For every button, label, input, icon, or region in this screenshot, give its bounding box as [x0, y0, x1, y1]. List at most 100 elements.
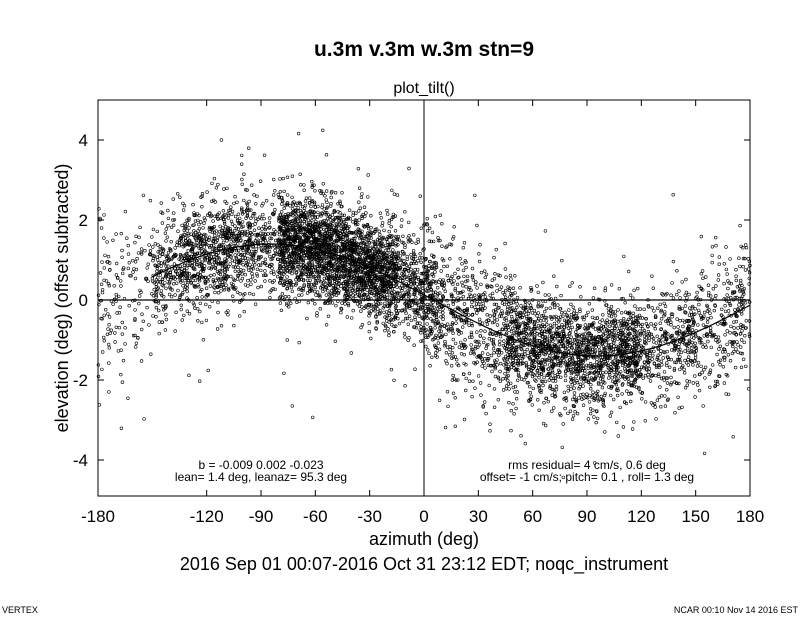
scatter-point — [597, 329, 601, 333]
scatter-point — [209, 214, 213, 219]
scatter-point — [485, 322, 490, 326]
scatter-point — [653, 327, 657, 331]
scatter-point — [724, 267, 729, 272]
scatter-point — [503, 292, 507, 297]
scatter-point — [155, 269, 159, 273]
scatter-point — [450, 378, 455, 382]
scatter-point — [717, 262, 721, 266]
scatter-point — [504, 327, 508, 332]
scatter-point — [714, 243, 718, 248]
scatter-point — [461, 268, 466, 273]
scatter-point — [419, 339, 423, 343]
scatter-point — [290, 174, 295, 178]
scatter-point — [438, 309, 442, 314]
scatter-point — [541, 280, 545, 285]
scatter-point — [648, 379, 653, 383]
scatter-point — [387, 229, 391, 234]
scatter-point — [588, 387, 593, 391]
scatter-point — [252, 228, 257, 232]
scatter-point — [187, 373, 191, 377]
scatter-point — [273, 287, 277, 292]
scatter-point — [240, 162, 244, 166]
scatter-point — [711, 287, 715, 291]
scatter-point — [469, 343, 473, 347]
scatter-point — [131, 270, 135, 274]
scatter-point — [459, 352, 464, 356]
scatter-point — [618, 405, 622, 410]
scatter-point — [348, 287, 352, 291]
scatter-point — [127, 261, 132, 265]
scatter-point — [530, 403, 534, 407]
scatter-point — [606, 307, 611, 311]
scatter-point — [171, 197, 176, 201]
scatter-point — [207, 235, 212, 240]
scatter-point — [419, 226, 423, 231]
scatter-point — [544, 319, 549, 323]
scatter-point — [102, 313, 106, 318]
scatter-point — [198, 379, 202, 383]
scatter-point — [659, 327, 663, 331]
scatter-point — [607, 370, 612, 375]
scatter-point — [100, 367, 104, 372]
scatter-point — [687, 292, 691, 297]
scatter-point — [720, 350, 725, 354]
scatter-point — [662, 301, 666, 306]
scatter-point — [476, 374, 481, 378]
scatter-point — [589, 383, 593, 387]
scatter-point — [359, 325, 363, 330]
scatter-point — [610, 311, 615, 316]
scatter-point — [433, 270, 437, 274]
scatter-point — [157, 308, 161, 313]
scatter-point — [511, 402, 515, 406]
scatter-point — [128, 274, 132, 278]
scatter-point — [701, 323, 706, 327]
scatter-point — [206, 368, 210, 373]
scatter-point — [676, 325, 680, 329]
scatter-point — [444, 359, 448, 363]
scatter-point — [240, 182, 244, 187]
scatter-point — [708, 311, 712, 315]
scatter-point — [445, 273, 450, 278]
scatter-point — [401, 234, 405, 239]
scatter-point — [706, 339, 710, 344]
scatter-point — [477, 339, 481, 344]
scatter-point — [285, 268, 289, 272]
scatter-point — [465, 274, 470, 279]
scatter-point — [346, 302, 350, 306]
scatter-point — [495, 283, 499, 288]
scatter-point — [506, 378, 510, 383]
scatter-point — [233, 195, 237, 199]
scatter-point — [734, 268, 738, 272]
scatter-point — [451, 345, 455, 350]
scatter-point — [460, 262, 464, 266]
scatter-point — [718, 344, 722, 348]
scatter-point — [738, 345, 743, 349]
scatter-point — [389, 225, 393, 229]
scatter-point — [658, 302, 662, 307]
scatter-point — [486, 363, 491, 367]
scatter-point — [150, 235, 154, 239]
scatter-point — [567, 308, 571, 312]
scatter-point — [159, 289, 164, 293]
scatter-point — [343, 302, 347, 306]
scatter-point — [97, 302, 101, 307]
scatter-point — [585, 392, 589, 396]
scatter-point — [569, 387, 573, 391]
scatter-point — [133, 317, 137, 321]
scatter-point — [314, 219, 318, 224]
scatter-point — [640, 397, 644, 401]
scatter-point — [151, 294, 156, 298]
scatter-point — [710, 260, 714, 265]
scatter-point — [671, 259, 676, 264]
scatter-point — [356, 167, 361, 171]
scatter-point — [430, 230, 435, 235]
scatter-point — [563, 378, 568, 383]
scatter-point — [738, 223, 742, 228]
scatter-point — [382, 228, 386, 233]
scatter-point — [649, 332, 654, 336]
scatter-point — [662, 370, 667, 374]
scatter-point — [502, 339, 506, 343]
scatter-point — [714, 284, 718, 288]
scatter-point — [638, 307, 642, 311]
scatter-point — [693, 374, 697, 378]
